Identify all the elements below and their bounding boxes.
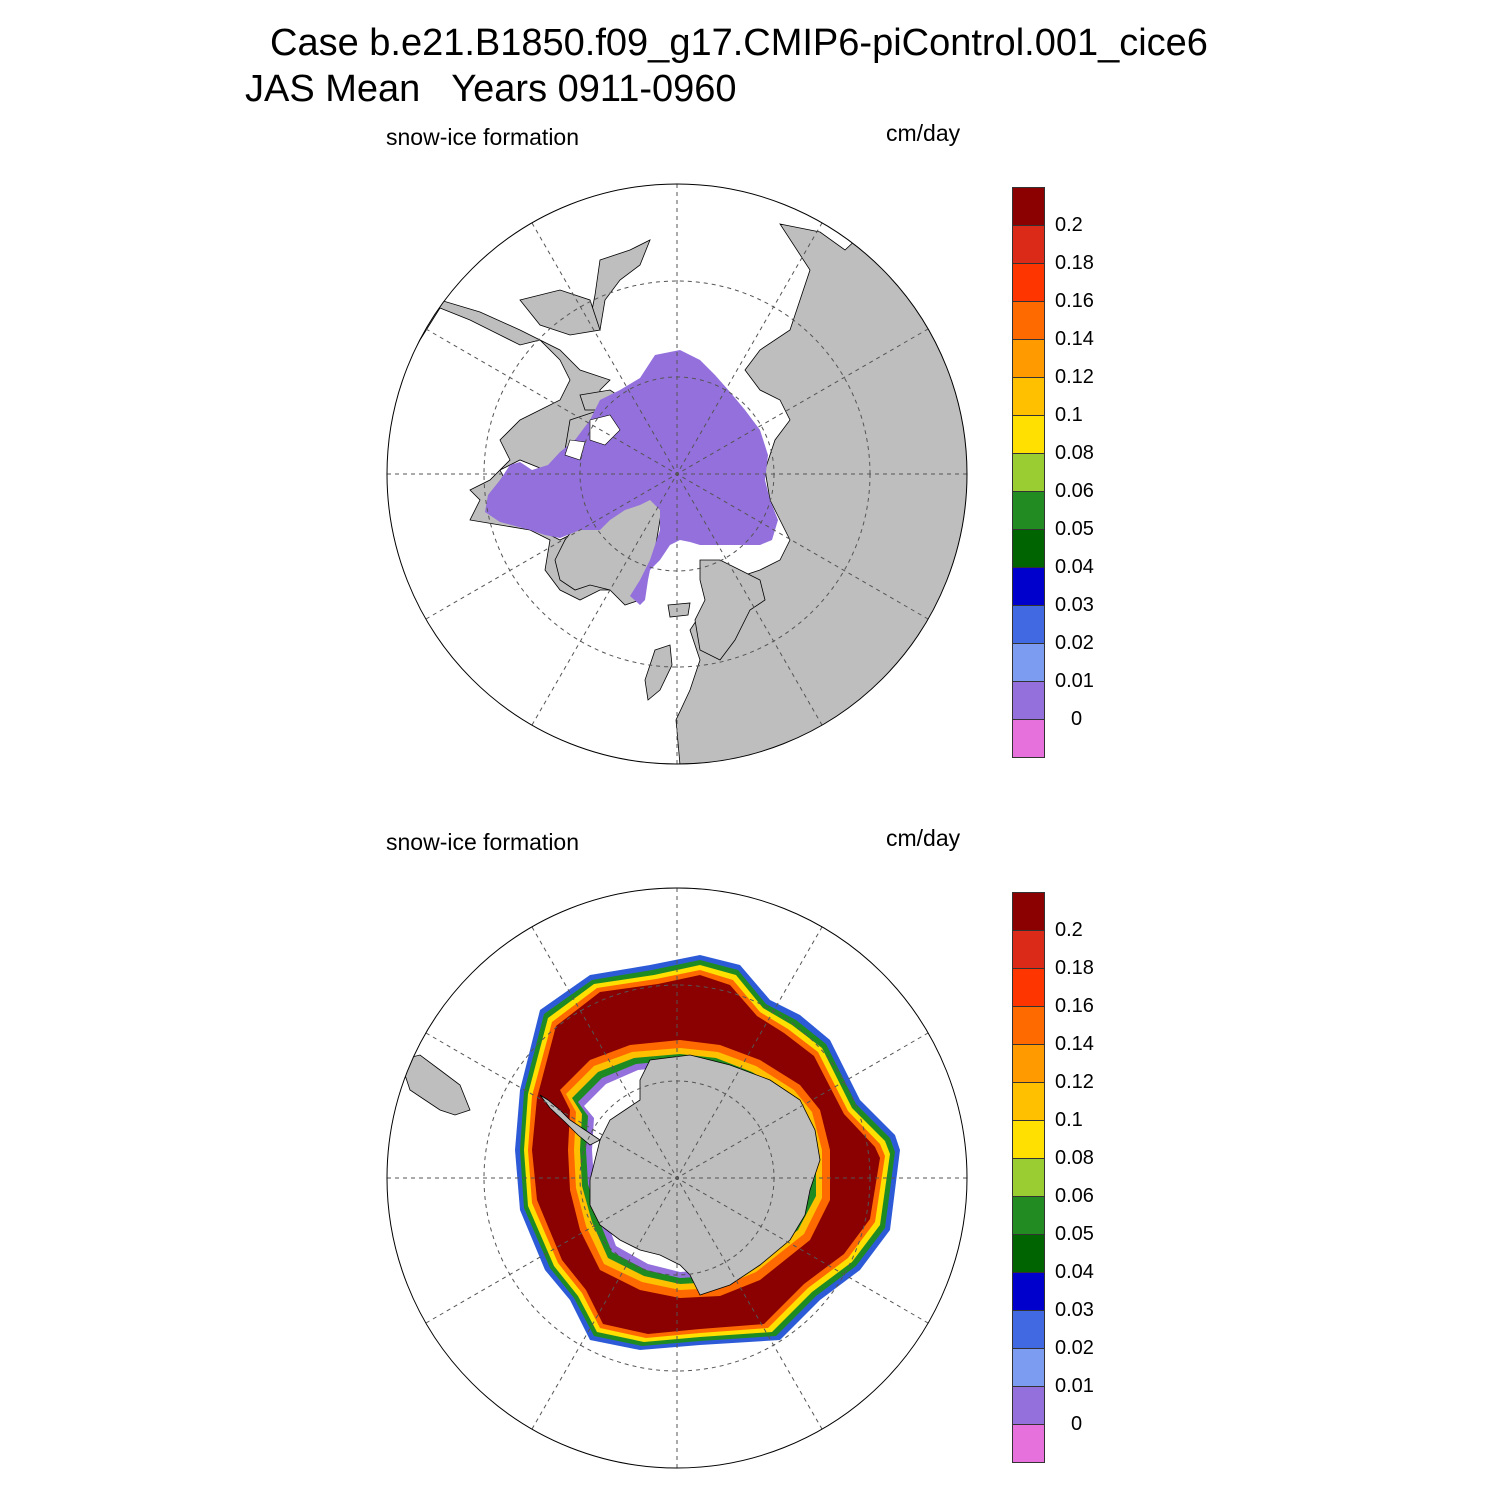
north-colorbar-tick-label: 0.14 (1055, 328, 1094, 350)
south-panel-units-label: cm/day (886, 825, 961, 851)
south-panel-variable-label: snow-ice formation (386, 829, 580, 855)
north-colorbar-tick-label: 0.01 (1055, 670, 1094, 692)
north-colorbar-swatch (1012, 339, 1045, 378)
north-colorbar-swatch (1012, 605, 1045, 644)
north-panel-variable-label: snow-ice formation (386, 124, 580, 150)
south-colorbar-tick-label: 0.2 (1055, 919, 1083, 941)
north-colorbar-swatch (1012, 415, 1045, 454)
north-colorbar-swatch (1012, 491, 1045, 530)
north-colorbar-tick-label: 0.18 (1055, 252, 1094, 274)
south-colorbar-tick-label: 0.1 (1055, 1109, 1083, 1131)
north-colorbar-tick-label: 0.2 (1055, 214, 1083, 236)
north-colorbar-swatch (1012, 377, 1045, 416)
north-colorbar-tick-label: 0.12 (1055, 366, 1094, 388)
north-colorbar-swatch (1012, 187, 1045, 226)
north-colorbar-swatch (1012, 567, 1045, 606)
figure-title-line2: JAS Mean Years 0911-0960 (245, 68, 737, 110)
north-colorbar-swatch (1012, 643, 1045, 682)
north-colorbar-tick-label: 0.04 (1055, 556, 1094, 578)
south-colorbar-tick-label: 0.14 (1055, 1033, 1094, 1055)
north-map-border (386, 183, 968, 765)
north-colorbar-tick-label: 0.1 (1055, 404, 1083, 426)
north-panel-units-label: cm/day (886, 120, 961, 146)
south-colorbar-swatch (1012, 1196, 1045, 1235)
north-colorbar-swatch (1012, 453, 1045, 492)
south-colorbar-tick-label: 0.01 (1055, 1375, 1094, 1397)
north-colorbar-swatch (1012, 263, 1045, 302)
south-colorbar-swatch (1012, 892, 1045, 931)
north-colorbar-tick-label: 0.16 (1055, 290, 1094, 312)
south-colorbar-swatch (1012, 968, 1045, 1007)
south-colorbar-tick-label: 0.03 (1055, 1299, 1094, 1321)
north-colorbar-tick-label: 0 (1071, 708, 1083, 730)
north-colorbar-swatch (1012, 681, 1045, 720)
figure-title-line1: Case b.e21.B1850.f09_g17.CMIP6-piControl… (270, 22, 1208, 64)
south-colorbar-tick-label: 0.16 (1055, 995, 1094, 1017)
south-colorbar-swatch (1012, 1158, 1045, 1197)
north-colorbar-swatch (1012, 529, 1045, 568)
north-colorbar-tick-label: 0.08 (1055, 442, 1094, 464)
south-colorbar-tick-label: 0.02 (1055, 1337, 1094, 1359)
south-colorbar-swatch (1012, 1120, 1045, 1159)
north-colorbar-tick-label: 0.03 (1055, 594, 1094, 616)
north-colorbar-tick-label: 0.05 (1055, 518, 1094, 540)
south-colorbar-swatch (1012, 1348, 1045, 1387)
south-colorbar-tick-label: 0.12 (1055, 1071, 1094, 1093)
south-colorbar-swatch (1012, 1044, 1045, 1083)
south-colorbar-swatch (1012, 1006, 1045, 1045)
south-colorbar-tick-label: 0.04 (1055, 1261, 1094, 1283)
south-antarctica (539, 1054, 821, 1296)
south-colorbar-swatch (1012, 1310, 1045, 1349)
south-colorbar-swatch (1012, 1386, 1045, 1425)
north-colorbar-swatch (1012, 719, 1045, 758)
south-colorbar-swatch (1012, 1234, 1045, 1273)
north-graticule (387, 184, 967, 764)
south-colorbar-tick-label: 0.06 (1055, 1185, 1094, 1207)
south-colorbar-tick-label: 0.18 (1055, 957, 1094, 979)
south-colorbar-swatch (1012, 1272, 1045, 1311)
south-colorbar-tick-label: 0 (1071, 1413, 1083, 1435)
south-graticule (387, 888, 967, 1468)
south-colorbar-tick-label: 0.05 (1055, 1223, 1094, 1245)
south-south-america (399, 1054, 471, 1116)
south-colorbar-swatch (1012, 1424, 1045, 1463)
north-colorbar-tick-label: 0.02 (1055, 632, 1094, 654)
north-colorbar-tick-label: 0.06 (1055, 480, 1094, 502)
north-colorbar-swatch (1012, 225, 1045, 264)
south-colorbar-swatch (1012, 930, 1045, 969)
south-map-border (386, 887, 968, 1469)
south-colorbar-tick-label: 0.08 (1055, 1147, 1094, 1169)
south-colorbar-swatch (1012, 1082, 1045, 1121)
north-sea-ice-field (485, 350, 778, 605)
north-colorbar-swatch (1012, 301, 1045, 340)
